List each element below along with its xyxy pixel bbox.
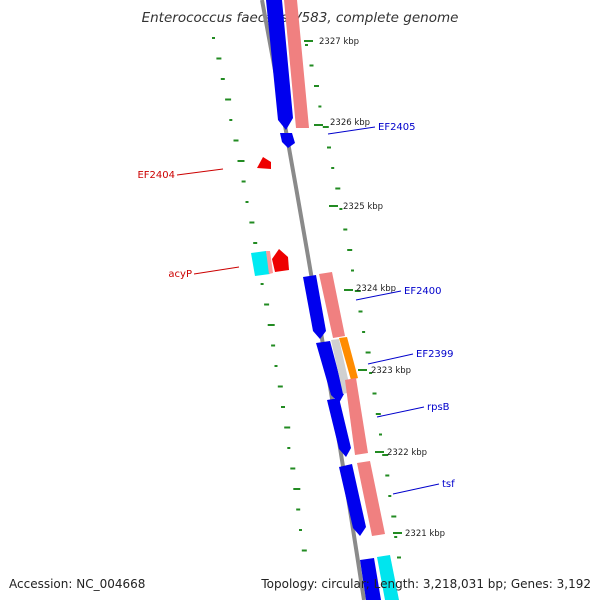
rna-feature xyxy=(251,251,270,276)
cds-forward-feature xyxy=(360,558,381,600)
gene-label-ef2404[interactable]: EF2404 xyxy=(137,170,175,181)
cds-forward-feature xyxy=(303,275,326,339)
genome-info-text: Topology: circular; Length: 3,218,031 bp… xyxy=(261,577,591,591)
cds-forward-feature xyxy=(316,341,344,403)
gc-feature xyxy=(272,249,289,272)
cds-forward-feature xyxy=(266,0,293,130)
scale-label: 2327 kbp xyxy=(319,37,359,47)
cds-forward-feature xyxy=(339,464,366,536)
gene-label-rpsb[interactable]: rpsB xyxy=(427,402,450,413)
scale-label: 2321 kbp xyxy=(405,529,445,539)
map-title: Enterococcus faecalis V583, complete gen… xyxy=(142,10,459,26)
scale-label: 2325 kbp xyxy=(343,202,383,212)
accession-text: Accession: NC_004668 xyxy=(9,577,146,591)
rna-feature xyxy=(377,555,399,600)
scale-label: 2324 kbp xyxy=(356,284,396,294)
scale-ticks: 2327 kbp 2326 kbp 2325 kbp 2324 kbp 2323… xyxy=(304,37,445,539)
cds-forward-feature xyxy=(280,133,295,148)
gene-label-ef2399[interactable]: EF2399 xyxy=(416,349,454,360)
cds-reverse-feature xyxy=(345,378,368,455)
cds-reverse-feature xyxy=(339,337,358,380)
gc-skew-track xyxy=(305,44,401,559)
gene-labels: EF2405 EF2404 acyP EF2400 EF2399 rpsB ts… xyxy=(137,122,455,495)
gene-label-ef2400[interactable]: EF2400 xyxy=(404,286,442,297)
scale-label: 2322 kbp xyxy=(387,448,427,458)
scale-label: 2323 kbp xyxy=(371,366,411,376)
cds-reverse-feature xyxy=(357,461,385,536)
feature-track xyxy=(251,0,399,600)
cds-reverse-feature xyxy=(284,0,309,128)
cds-reverse-feature xyxy=(319,272,345,338)
gene-label-ef2405[interactable]: EF2405 xyxy=(378,122,416,133)
scale-label: 2326 kbp xyxy=(330,118,370,128)
cds-forward-feature xyxy=(327,398,351,457)
gene-label-tsf[interactable]: tsf xyxy=(442,479,455,490)
gc-feature xyxy=(257,157,271,169)
cds-reverse-feature xyxy=(266,251,273,274)
gene-label-acyp[interactable]: acyP xyxy=(168,269,192,280)
